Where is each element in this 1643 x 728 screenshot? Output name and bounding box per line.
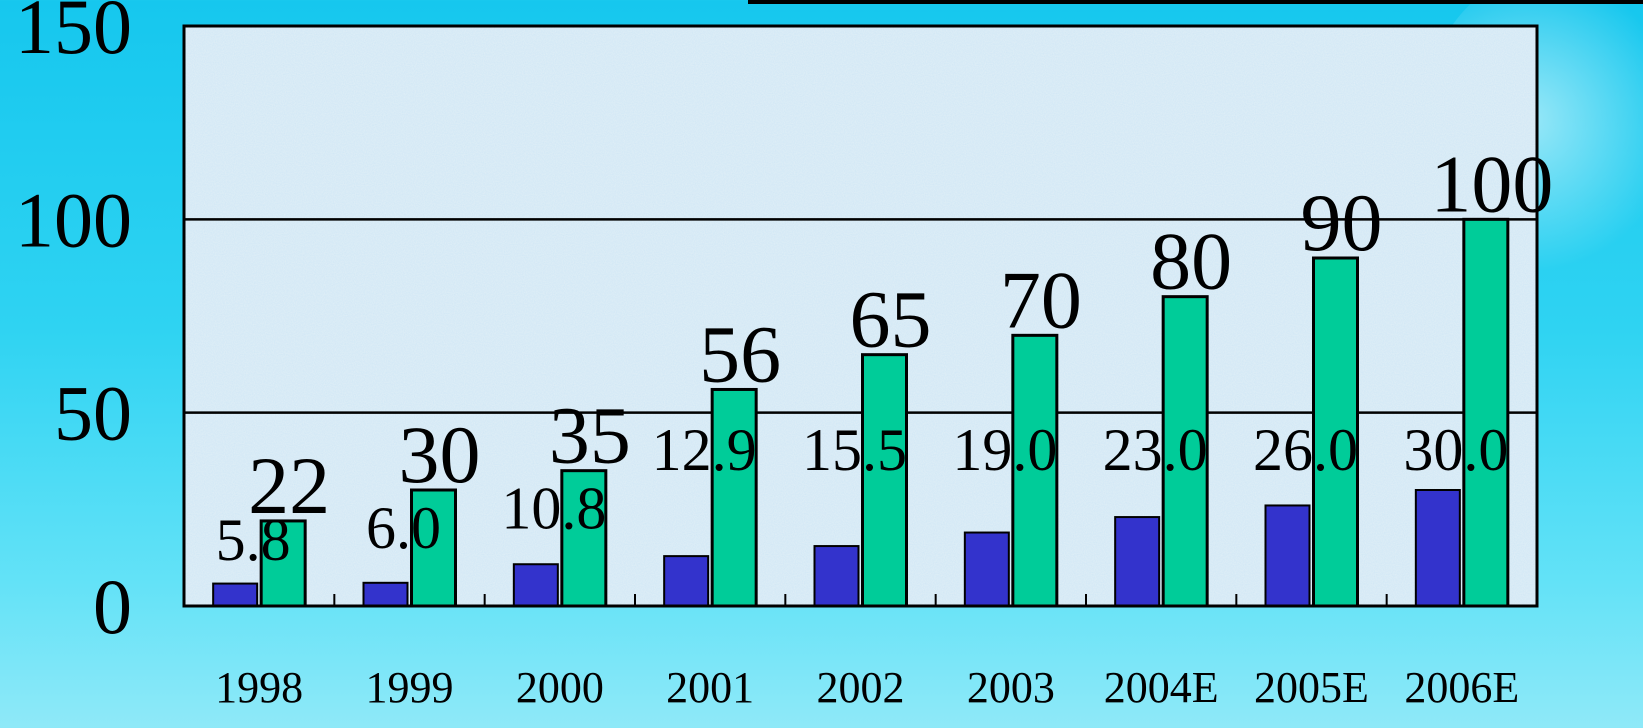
gridlines xyxy=(184,218,1537,414)
data-label-series2-2003: 70 xyxy=(1000,254,1082,345)
bar-series1-1999 xyxy=(362,581,409,607)
data-label-series1-2005E: 26.0 xyxy=(1253,417,1358,483)
x-tick-label-2000: 2000 xyxy=(516,663,604,712)
bar-series1-2002 xyxy=(813,545,860,607)
y-tick-label-1: 50 xyxy=(54,370,132,457)
data-label-series1-2001: 12.9 xyxy=(652,417,757,483)
top-decorative-bar xyxy=(748,0,1643,4)
bar-series2-1998 xyxy=(259,519,307,608)
y-tick-label-2: 100 xyxy=(15,176,132,263)
bar-series2-2004E xyxy=(1161,295,1209,608)
bar-series1-2001 xyxy=(663,555,710,607)
data-label-series1-2000: 10.8 xyxy=(501,476,606,542)
bar-series1-2000 xyxy=(512,563,559,607)
bar-series2-2006E xyxy=(1462,217,1510,608)
data-label-series2-2006E: 100 xyxy=(1430,138,1553,229)
bar-series1-2006E xyxy=(1414,489,1461,607)
data-label-series1-1998: 5.8 xyxy=(216,507,291,573)
data-label-series1-2002: 15.5 xyxy=(802,417,907,483)
data-label-series1-2003: 19.0 xyxy=(952,417,1057,483)
x-tick-label-2001: 2001 xyxy=(666,663,754,712)
x-tick-label-2006E: 2006E xyxy=(1404,663,1519,712)
data-label-series1-2006E: 30.0 xyxy=(1403,417,1508,483)
data-label-series2-2002: 65 xyxy=(850,274,932,365)
plot-area xyxy=(184,26,1537,606)
bar-series2-2005E xyxy=(1312,256,1359,608)
bar-series2-2002 xyxy=(861,353,908,608)
data-label-series2-1998: 22 xyxy=(248,440,330,531)
x-tick-label-2004E: 2004E xyxy=(1104,663,1219,712)
data-label-series2-2000: 35 xyxy=(549,390,631,481)
data-labels: 5.822 6.030 10.835 12.9 56 15.5 65 19.0 70 23.0 80… xyxy=(216,138,1554,573)
x-tick-label-1999: 1999 xyxy=(366,663,454,712)
data-label-series2-2001: 56 xyxy=(699,308,781,399)
bar-series2-2001 xyxy=(710,387,758,608)
plot-frame xyxy=(182,24,1539,608)
y-tick-label-3: 150 xyxy=(15,0,132,70)
bar-series1-2005E xyxy=(1264,504,1311,608)
data-label-series2-2004E: 80 xyxy=(1150,216,1232,307)
data-label-series1-1999: 6.0 xyxy=(366,495,441,561)
x-tick-label-1998: 1998 xyxy=(215,663,303,712)
y-tick-label-0: 0 xyxy=(93,563,132,650)
x-tick-label-2005E: 2005E xyxy=(1254,663,1369,712)
bar-series2-2000 xyxy=(560,469,608,608)
data-label-series2-2005E: 90 xyxy=(1301,177,1383,268)
axes: 0 50 100 150 1998 1999 2000 2001 2002 2003 2004E 20… xyxy=(15,0,1539,712)
bar-series1-2004E xyxy=(1114,516,1161,607)
data-label-series2-1999: 30 xyxy=(399,409,481,500)
x-tick-label-2002: 2002 xyxy=(817,663,905,712)
bar-series1-1998 xyxy=(212,582,259,607)
bar-series1-2003 xyxy=(963,531,1010,607)
data-label-series1-2004E: 23.0 xyxy=(1103,417,1208,483)
x-tick-label-2003: 2003 xyxy=(967,663,1055,712)
